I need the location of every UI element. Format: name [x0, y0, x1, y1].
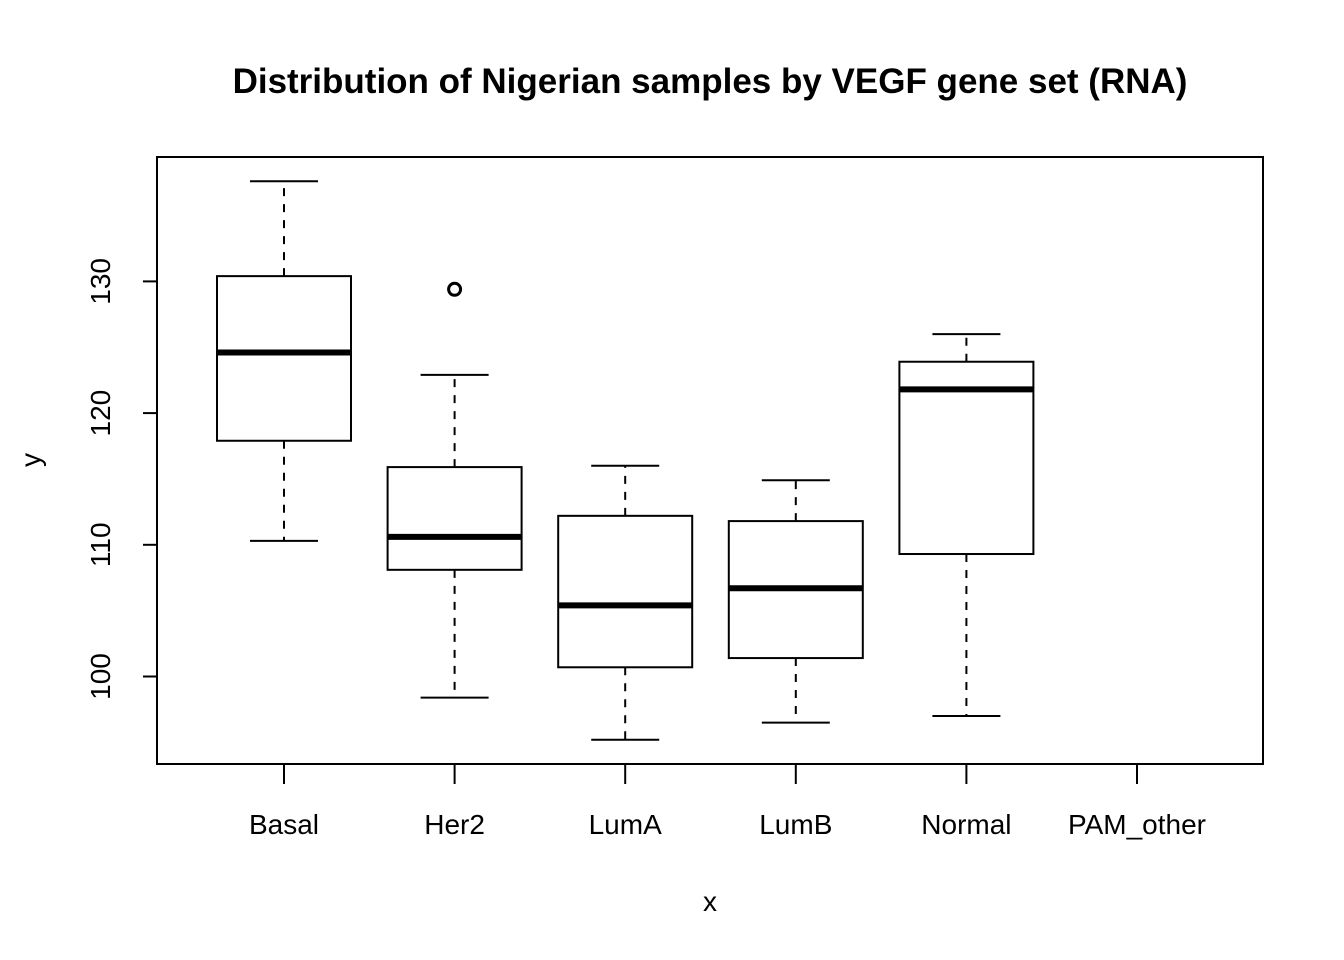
plot-frame: [156, 156, 1264, 765]
box-iqr: [898, 360, 1035, 556]
box-iqr: [216, 275, 352, 442]
box-iqr: [386, 466, 523, 571]
y-tick-label: 120: [85, 390, 116, 437]
box-luma: [557, 464, 694, 741]
box-her2: [386, 281, 523, 699]
outlier-point: [447, 281, 463, 297]
x-axis: Basal Her2 LumA LumB Normal PAM_other: [249, 763, 1206, 840]
box-normal: [898, 333, 1035, 718]
y-tick-label: 100: [85, 653, 116, 700]
y-axis-label: y: [15, 453, 46, 467]
y-axis: 100 110 120 130: [85, 258, 158, 700]
x-tick-label: LumB: [759, 809, 832, 840]
x-tick-label: Her2: [424, 809, 485, 840]
box-basal: [216, 180, 352, 542]
x-axis-label: x: [703, 886, 717, 917]
box-lumb: [727, 479, 864, 724]
chart-title: Distribution of Nigerian samples by VEGF…: [233, 62, 1188, 101]
x-tick-label: PAM_other: [1068, 809, 1206, 840]
y-tick-label: 110: [85, 522, 116, 567]
x-tick-label: LumA: [589, 809, 662, 840]
x-tick-label: Basal: [249, 809, 319, 840]
x-tick-label: Normal: [921, 809, 1011, 840]
box-iqr: [557, 514, 694, 669]
chart-marks: [216, 180, 1035, 741]
y-tick-label: 130: [85, 258, 116, 305]
